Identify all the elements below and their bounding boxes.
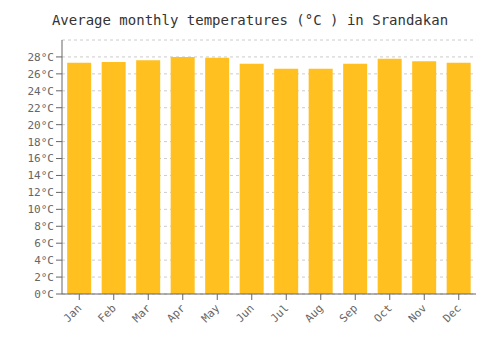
svg-text:18°C: 18°C	[28, 136, 55, 149]
svg-text:20°C: 20°C	[28, 119, 55, 132]
svg-text:4°C: 4°C	[34, 254, 54, 267]
svg-text:28°C: 28°C	[28, 51, 55, 64]
svg-text:2°C: 2°C	[34, 271, 54, 284]
svg-text:14°C: 14°C	[28, 169, 55, 182]
svg-text:10°C: 10°C	[28, 203, 55, 216]
svg-text:Oct: Oct	[371, 302, 394, 325]
svg-text:12°C: 12°C	[28, 186, 55, 199]
html-text:Average monthly temperatures (: Average monthly temperatures (°C ) in Sr…	[51, 12, 449, 28]
svg-text:Feb: Feb	[95, 302, 118, 325]
svg-text:Mar: Mar	[130, 301, 154, 325]
svg-text:May: May	[199, 301, 223, 325]
svg-text:8°C: 8°C	[34, 220, 54, 233]
svg-text:Dec: Dec	[440, 302, 463, 325]
svg-text:Aug: Aug	[302, 302, 325, 325]
svg-text:Apr: Apr	[164, 301, 188, 325]
svg-text:0°C: 0°C	[34, 288, 54, 301]
svg-text:6°C: 6°C	[34, 237, 54, 250]
svg-text:Jan: Jan	[61, 302, 84, 325]
svg-text:26°C: 26°C	[28, 68, 55, 81]
svg-text:Jun: Jun	[233, 302, 256, 325]
svg-text:24°C: 24°C	[28, 85, 55, 98]
svg-text:22°C: 22°C	[28, 102, 55, 115]
svg-text:Nov: Nov	[406, 301, 430, 325]
svg-text:Sep: Sep	[337, 302, 360, 325]
svg-text:16°C: 16°C	[28, 152, 55, 165]
svg-text:Jul: Jul	[268, 302, 291, 325]
